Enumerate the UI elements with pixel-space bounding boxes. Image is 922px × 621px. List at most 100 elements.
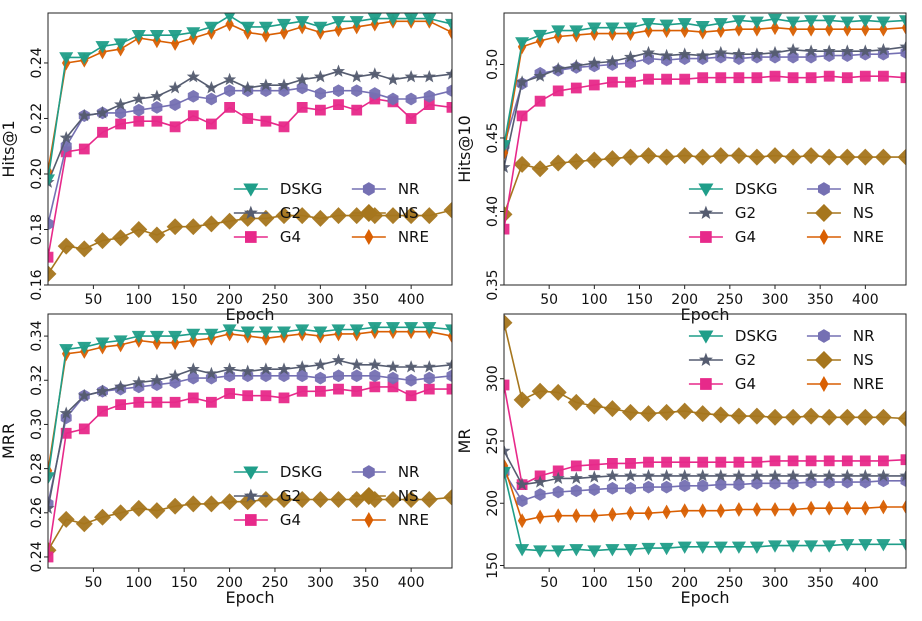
legend-marker-dskg <box>698 183 714 197</box>
data-point-g4 <box>314 385 326 397</box>
data-point-ns <box>94 232 111 250</box>
data-point-nre <box>752 502 762 517</box>
data-point-g4 <box>588 459 600 471</box>
data-point-g4 <box>405 113 417 124</box>
data-point-nre <box>334 22 343 38</box>
data-point-g2 <box>59 131 73 144</box>
data-point-dskg <box>444 18 452 32</box>
legend-marker-nre <box>364 229 374 245</box>
data-point-g2 <box>804 44 818 57</box>
data-point-g4 <box>841 455 853 467</box>
legend-marker-nr <box>817 182 830 196</box>
data-point-g2 <box>515 75 529 88</box>
data-point-dskg <box>695 21 710 34</box>
data-point-ns <box>166 497 184 515</box>
data-point-nr <box>387 92 399 106</box>
data-point-nr <box>296 81 308 95</box>
data-point-dskg <box>623 22 638 35</box>
data-point-nr <box>715 478 727 491</box>
data-point-g4 <box>48 551 54 563</box>
data-point-g4 <box>446 383 452 395</box>
x-tick-label: 250 <box>262 575 289 591</box>
legend-label-nr: NR <box>398 180 420 198</box>
data-point-nre <box>517 513 527 529</box>
data-point-g4 <box>115 399 126 411</box>
data-point-ns <box>585 151 603 169</box>
data-point-g2 <box>533 69 547 82</box>
data-point-g2 <box>569 471 583 484</box>
data-point-g4 <box>296 385 308 397</box>
data-point-dskg <box>569 544 584 557</box>
data-point-g2 <box>678 47 692 60</box>
data-point-ns <box>112 504 130 522</box>
data-point-nr <box>314 87 326 100</box>
data-point-ns <box>257 491 275 508</box>
data-point-dskg <box>822 540 837 553</box>
data-point-dskg <box>295 324 310 337</box>
data-point-nr <box>296 369 308 383</box>
legend-label-nr: NR <box>398 463 420 481</box>
data-point-g2 <box>605 54 619 68</box>
data-point-dskg <box>422 13 437 26</box>
data-point-g2 <box>641 45 656 59</box>
data-point-g2 <box>77 388 91 402</box>
data-point-nre <box>680 23 689 39</box>
legend-label-g4: G4 <box>735 375 756 393</box>
data-point-g2 <box>223 362 237 375</box>
data-point-ns <box>658 403 676 421</box>
data-point-ns <box>838 148 856 166</box>
x-tick-label: 100 <box>125 292 152 308</box>
data-point-nre <box>644 505 653 521</box>
legend-marker-nre <box>819 229 829 245</box>
data-point-g4 <box>333 99 344 110</box>
data-point-g4 <box>841 72 853 84</box>
legend-marker-g2 <box>698 352 713 366</box>
y-axis-label: Hits@10 <box>455 115 474 182</box>
x-tick-label: 150 <box>171 575 198 591</box>
data-point-dskg <box>749 16 764 29</box>
y-tick-label: 0.50 <box>485 49 501 80</box>
data-point-ns <box>784 148 802 166</box>
x-tick-label: 300 <box>307 575 334 591</box>
data-point-dskg <box>605 544 620 557</box>
y-tick-label: 0.35 <box>485 269 501 300</box>
data-point-ns <box>75 240 93 258</box>
data-point-dskg <box>677 18 692 31</box>
legend-marker-ns <box>814 203 833 223</box>
data-point-ns <box>766 408 784 426</box>
x-tick-label: 200 <box>216 292 243 308</box>
data-point-g4 <box>333 383 344 395</box>
data-point-g4 <box>643 456 654 468</box>
data-point-dskg <box>240 21 255 35</box>
y-tick-label: 0.34 <box>29 320 45 351</box>
data-point-g2 <box>750 469 764 482</box>
series-line-g4 <box>504 384 906 486</box>
data-point-g2 <box>132 92 146 105</box>
data-point-nr <box>133 103 145 117</box>
data-point-ns <box>221 212 239 230</box>
data-point-ns <box>130 221 148 238</box>
data-point-dskg <box>349 16 364 29</box>
data-point-ns <box>402 207 420 225</box>
data-point-ns <box>202 215 220 233</box>
data-point-dskg <box>822 15 837 28</box>
data-point-g2 <box>186 69 200 83</box>
data-point-g2 <box>822 44 836 57</box>
data-point-g4 <box>97 405 108 417</box>
x-tick-label: 400 <box>398 292 425 308</box>
data-point-dskg <box>876 16 891 29</box>
data-point-g2 <box>515 477 529 491</box>
data-point-g2 <box>768 45 782 59</box>
data-point-g2 <box>876 42 890 56</box>
data-point-dskg <box>840 16 855 29</box>
data-point-g2 <box>445 357 452 371</box>
data-point-g4 <box>570 82 582 94</box>
data-point-nr <box>48 217 54 231</box>
series-line-dskg <box>48 326 452 478</box>
data-point-g4 <box>679 73 691 85</box>
data-point-dskg <box>367 13 382 26</box>
data-point-g4 <box>588 79 600 91</box>
data-point-ns <box>348 207 366 225</box>
data-point-ns <box>257 209 275 227</box>
data-point-g4 <box>751 72 763 84</box>
